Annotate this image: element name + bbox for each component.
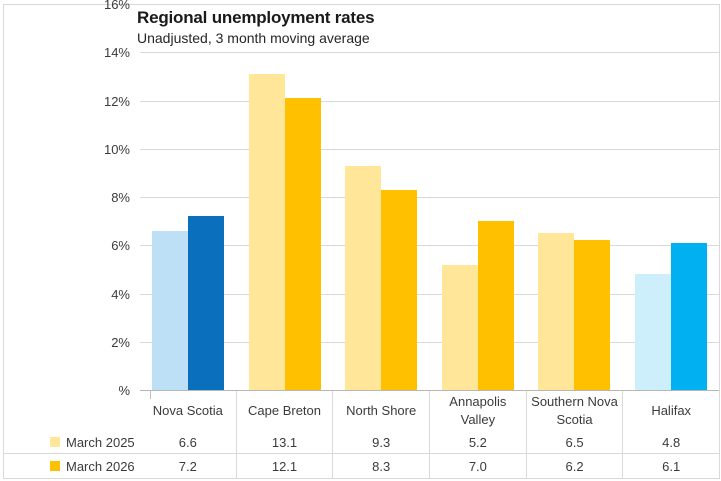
data-table: Nova Scotia 6.6 7.2 Cape Breton 13.1 12.1 Nort… bbox=[140, 391, 719, 478]
table-row-separator bbox=[3, 453, 719, 454]
gridline bbox=[140, 4, 719, 5]
table-column: Southern Nova Scotia 6.5 6.2 bbox=[525, 391, 623, 478]
gridline bbox=[140, 294, 719, 295]
gridline bbox=[140, 245, 719, 246]
bar bbox=[381, 190, 418, 390]
y-tick-label: 14% bbox=[103, 45, 130, 61]
category-label: Cape Breton bbox=[248, 402, 321, 418]
bar bbox=[574, 240, 611, 390]
y-tick-label: 2% bbox=[111, 334, 130, 350]
gridline bbox=[140, 101, 719, 102]
value-cell: 6.5 bbox=[565, 434, 584, 450]
axis-tick bbox=[150, 391, 151, 399]
plot-area bbox=[140, 4, 719, 391]
legend-swatch bbox=[50, 437, 60, 447]
table-column: Cape Breton 13.1 12.1 bbox=[235, 391, 333, 478]
bar bbox=[152, 231, 189, 390]
legend-label: March 2026 bbox=[66, 458, 135, 474]
bar-group bbox=[623, 4, 720, 390]
bar-columns bbox=[140, 4, 719, 390]
category-label: Nova Scotia bbox=[152, 402, 223, 418]
bar bbox=[441, 265, 478, 390]
gridline bbox=[140, 52, 719, 53]
legend: March 2025 March 2026 bbox=[3, 430, 140, 478]
value-cell: 8.3 bbox=[372, 458, 391, 474]
chart-subtitle: Unadjusted, 3 month moving average bbox=[137, 30, 370, 46]
table-column: Nova Scotia 6.6 7.2 bbox=[140, 391, 236, 478]
legend-swatch bbox=[50, 461, 60, 471]
value-cell: 7.0 bbox=[468, 458, 487, 474]
value-cell: 6.6 bbox=[178, 434, 197, 450]
value-cell: 12.1 bbox=[271, 458, 298, 474]
chart-title: Regional unemployment rates bbox=[137, 8, 375, 27]
legend-row: March 2026 bbox=[3, 454, 140, 478]
gridline bbox=[140, 197, 719, 198]
value-cell: 6.2 bbox=[565, 458, 584, 474]
bar bbox=[248, 74, 285, 390]
bar-group bbox=[430, 4, 527, 390]
bar bbox=[538, 233, 575, 390]
category-label: Annapolis Valley bbox=[449, 393, 507, 427]
value-cell: 6.1 bbox=[662, 458, 681, 474]
y-tick-label: 10% bbox=[103, 141, 130, 157]
value-cell: 9.3 bbox=[372, 434, 391, 450]
bar bbox=[634, 274, 671, 390]
table-column: North Shore 9.3 8.3 bbox=[332, 391, 429, 478]
bar-group bbox=[237, 4, 334, 390]
table-column: Annapolis Valley 5.2 7.0 bbox=[429, 391, 526, 478]
y-tick-label: 8% bbox=[111, 190, 130, 205]
category-label: Southern Nova Scotia bbox=[531, 393, 618, 427]
y-axis: % 2% 4% 6% 8% 10% 12% 14% 16% bbox=[0, 0, 130, 481]
value-cell: 7.2 bbox=[178, 458, 197, 474]
table-column: Halifax 4.8 6.1 bbox=[622, 391, 719, 478]
category-label: Halifax bbox=[651, 402, 692, 418]
y-tick-label: 6% bbox=[111, 238, 130, 254]
bar bbox=[477, 221, 514, 390]
y-tick-label: 16% bbox=[103, 0, 130, 12]
category-label: North Shore bbox=[346, 402, 417, 418]
bar-group bbox=[526, 4, 623, 390]
y-tick-label: 4% bbox=[111, 286, 130, 302]
legend-label: March 2025 bbox=[66, 434, 135, 450]
legend-row: March 2025 bbox=[3, 430, 140, 454]
bar-group bbox=[140, 4, 237, 390]
gridline bbox=[140, 342, 719, 343]
y-tick-label: % bbox=[118, 383, 130, 398]
value-cell: 4.8 bbox=[662, 434, 681, 450]
bar-group bbox=[333, 4, 430, 390]
bar bbox=[670, 243, 707, 390]
value-cell: 5.2 bbox=[468, 434, 487, 450]
value-cell: 13.1 bbox=[271, 434, 298, 450]
bar bbox=[284, 98, 321, 390]
y-tick-label: 12% bbox=[103, 93, 130, 109]
bar bbox=[345, 166, 382, 390]
bar bbox=[188, 216, 225, 390]
gridline bbox=[140, 149, 719, 150]
